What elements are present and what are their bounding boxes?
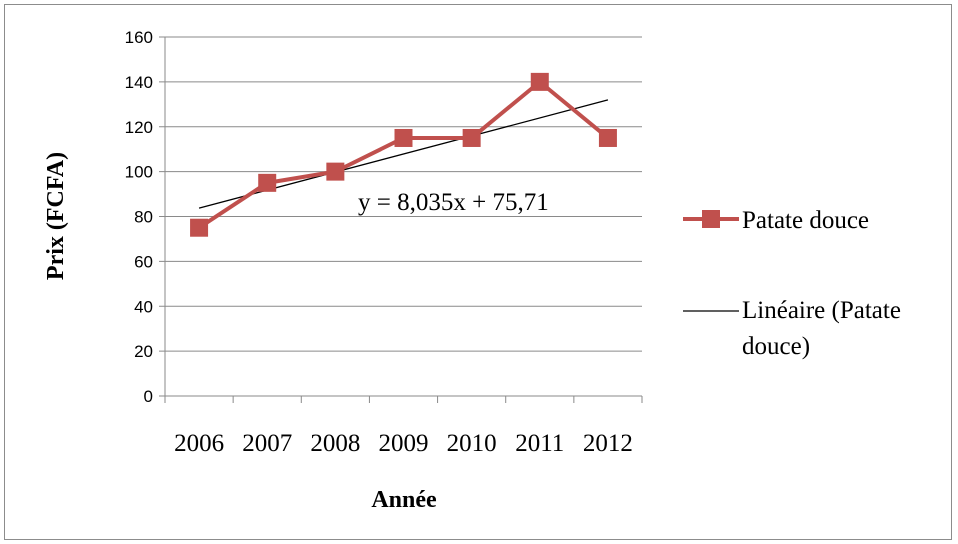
x-tick-label-2011: 2011	[515, 430, 564, 457]
x-tick-label-2010: 2010	[447, 430, 497, 457]
x-tick-label-2006: 2006	[174, 430, 224, 457]
x-tick-label-2012: 2012	[583, 430, 633, 457]
axes	[159, 36, 643, 403]
chart-frame	[4, 4, 952, 540]
data-point-2012	[598, 128, 617, 147]
gridlines	[165, 36, 642, 352]
legend-label-lineaire-line2: douce)	[742, 333, 810, 360]
y-tick-label-100: 100	[125, 163, 153, 182]
y-tick-label-0: 0	[144, 387, 153, 406]
data-point-2010	[462, 128, 481, 147]
x-tick-label-2009: 2009	[379, 430, 429, 457]
y-axis-title: Prix (FCFA)	[43, 152, 69, 280]
y-tick-label-120: 120	[125, 118, 153, 137]
x-tick-labels: 2006 2007 2008 2009 2010 2011 2012	[174, 430, 633, 457]
x-axis-title: Année	[371, 487, 437, 513]
trend-equation: y = 8,035x + 75,71	[358, 189, 549, 216]
data-point-2008	[326, 162, 345, 181]
series-patate-douce	[190, 72, 617, 237]
legend-label-patate-douce: Patate douce	[742, 207, 869, 234]
data-point-2007	[258, 173, 277, 192]
data-point-2011	[530, 72, 549, 91]
y-tick-label-20: 20	[134, 342, 153, 361]
y-tick-label-80: 80	[134, 208, 153, 227]
y-tick-label-60: 60	[134, 252, 153, 271]
data-point-2006	[190, 218, 209, 237]
x-tick-label-2007: 2007	[242, 430, 292, 457]
y-tick-labels: 0 20 40 60 80 100 120 140 160	[125, 28, 153, 406]
legend-label-lineaire-line1: Linéaire (Patate	[742, 297, 901, 324]
y-tick-label-160: 160	[125, 28, 153, 47]
y-tick-label-40: 40	[134, 297, 153, 316]
x-tick-label-2008: 2008	[310, 430, 360, 457]
y-tick-label-140: 140	[125, 73, 153, 92]
data-point-2009	[394, 128, 413, 147]
legend: Patate douce Linéaire (Patate douce)	[683, 207, 901, 360]
legend-marker-patate-douce	[702, 210, 720, 228]
